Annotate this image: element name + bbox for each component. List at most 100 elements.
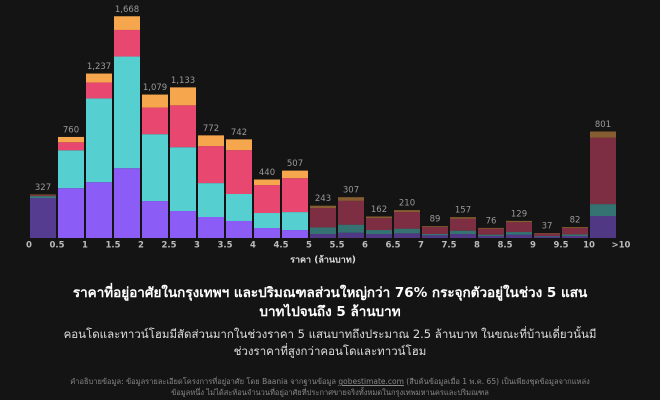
bar-segment (58, 188, 84, 238)
bar-segment (338, 197, 364, 201)
x-axis-label: ราคา (ล้านบาท) (290, 255, 356, 266)
bar-segment (254, 185, 280, 214)
x-tick-label: 2 (138, 241, 144, 251)
x-tick-label: 5.5 (329, 241, 344, 251)
bar-segment (450, 234, 476, 238)
bar-segment (86, 98, 112, 183)
bar-segment (254, 213, 280, 229)
bar-segment (198, 183, 224, 217)
bar-segment (310, 227, 336, 235)
bar-segment (366, 230, 392, 235)
bar-segment (506, 232, 532, 235)
bar-segment (450, 217, 476, 219)
bar-segment (562, 227, 588, 229)
bar-segment (534, 233, 560, 234)
x-tick-label: 9 (530, 241, 536, 251)
bar-segment (282, 170, 308, 179)
bar-segment (170, 105, 196, 148)
bar-segment (366, 218, 392, 231)
bar-segment (170, 211, 196, 238)
bar-segment (310, 234, 336, 238)
footnote: คำอธิบายข้อมูล: ข้อมูลรายละเอียดโครงการท… (70, 376, 590, 398)
total-label: 801 (595, 120, 611, 130)
bar-segment (478, 228, 504, 235)
total-label: 89 (430, 215, 441, 225)
bar-segment (506, 234, 532, 238)
bar-segment (282, 212, 308, 231)
bar-segment (30, 196, 56, 199)
bar-segment (590, 137, 616, 205)
bar-segment (114, 29, 140, 57)
bar-segment (450, 218, 476, 231)
total-label: 440 (259, 168, 275, 178)
bar-segment (226, 150, 252, 194)
x-tick-label: 7 (418, 241, 424, 251)
total-label: 760 (63, 125, 79, 135)
bar-segment (114, 16, 140, 30)
bar-segment (450, 230, 476, 235)
total-label: 1,237 (87, 62, 111, 72)
bar-segment (30, 195, 56, 197)
bar-segment (226, 139, 252, 151)
bar-segment (226, 193, 252, 221)
bar-segment (590, 131, 616, 138)
x-tick-label: 1.5 (105, 241, 120, 251)
bar-segment (562, 228, 588, 235)
x-tick-label: 8 (474, 241, 480, 251)
footnote-text: (สืบค้นข้อมูลเมื่อ 1 พ.ค. 65) เป็นเพียงช… (171, 377, 590, 397)
bar-segment (170, 147, 196, 212)
bar-segment (478, 227, 504, 229)
bar-segment (86, 73, 112, 83)
bar-segment (422, 235, 448, 238)
x-tick-label: 6.5 (385, 241, 400, 251)
total-label: 162 (371, 205, 387, 215)
bar-segment (478, 236, 504, 238)
x-tick-label: 4 (250, 241, 256, 251)
x-tick-label: 5 (306, 241, 312, 251)
bar-segment (534, 233, 560, 237)
bar-segment (534, 236, 560, 237)
bar-segment (30, 198, 56, 238)
x-tick-label: 0.5 (49, 241, 64, 251)
bar-segment (86, 82, 112, 99)
bar-segment (58, 142, 84, 151)
bar-segment (338, 232, 364, 238)
total-label: 742 (231, 128, 247, 138)
x-tick-label: 10 (583, 241, 595, 251)
bar-segment (198, 146, 224, 184)
x-tick-label: 3.5 (217, 241, 232, 251)
total-label: 1,079 (143, 83, 167, 93)
total-label: 157 (455, 206, 471, 216)
bar-segment (142, 201, 168, 238)
bar-segment (114, 168, 140, 238)
total-label: 76 (486, 216, 497, 226)
total-label: 1,668 (115, 5, 139, 15)
total-label: 307 (343, 186, 359, 196)
chart: ราคา (ล้านบาท) 0 0.5 1 1.5 2 2.5 3 3.5 4 4.5 5 5.5 6… (26, 5, 631, 266)
bar-segment (30, 194, 56, 196)
bar-segment (254, 179, 280, 186)
footnote-link[interactable]: gobestimate.com (338, 377, 404, 386)
bar-segment (254, 228, 280, 238)
bar-segment (562, 236, 588, 238)
x-tick-label: 6 (362, 241, 368, 251)
bar-segment (114, 56, 140, 169)
bar-segment (226, 220, 252, 238)
bar-segment (310, 208, 336, 228)
total-label: 327 (35, 183, 51, 193)
bar-segment (338, 200, 364, 225)
bar-segment (58, 150, 84, 189)
total-label: 1,133 (171, 76, 195, 86)
bar-segment (422, 234, 448, 236)
bar-segment (58, 136, 84, 143)
bar-segment (282, 178, 308, 213)
total-label: 507 (287, 159, 303, 169)
x-tick-label: 9.5 (553, 241, 568, 251)
total-label: 82 (570, 216, 581, 226)
chart-subtitle: คอนโดและทาวน์โฮมมีสัดส่วนมากในช่วงราคา 5… (63, 327, 597, 358)
chart-title: ราคาที่อยู่อาศัยในกรุงเทพฯ และปริมณฑลส่ว… (72, 285, 588, 320)
x-tick-label: 1 (82, 241, 88, 251)
x-tick-label: 0 (26, 241, 32, 251)
total-label: 772 (203, 124, 219, 134)
